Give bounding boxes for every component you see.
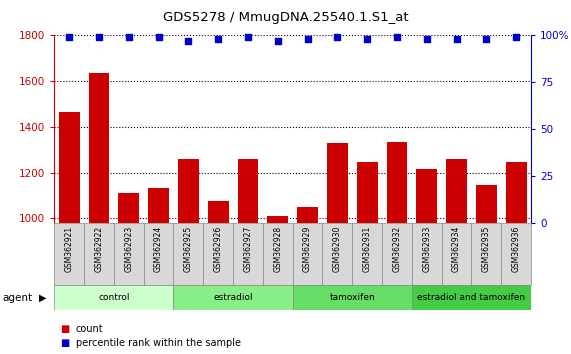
FancyBboxPatch shape	[501, 223, 531, 285]
FancyBboxPatch shape	[412, 223, 441, 285]
FancyBboxPatch shape	[263, 223, 292, 285]
FancyBboxPatch shape	[203, 223, 233, 285]
Point	[124, 34, 133, 40]
Text: count: count	[76, 324, 103, 333]
Text: GSM362931: GSM362931	[363, 226, 372, 272]
Text: GSM362926: GSM362926	[214, 226, 223, 272]
FancyBboxPatch shape	[292, 285, 412, 310]
FancyBboxPatch shape	[441, 223, 472, 285]
FancyBboxPatch shape	[382, 223, 412, 285]
Text: GSM362934: GSM362934	[452, 226, 461, 273]
Text: control: control	[98, 293, 130, 302]
Bar	[297, 207, 318, 223]
Point	[273, 38, 282, 44]
Text: GSM362921: GSM362921	[65, 226, 74, 272]
Text: agent: agent	[3, 293, 33, 303]
Point	[422, 36, 431, 42]
Point	[214, 36, 223, 42]
Text: GSM362929: GSM362929	[303, 226, 312, 272]
Point	[482, 36, 491, 42]
Text: GSM362923: GSM362923	[124, 226, 133, 272]
Bar	[148, 188, 169, 223]
Text: estradiol and tamoxifen: estradiol and tamoxifen	[417, 293, 525, 302]
FancyBboxPatch shape	[114, 223, 144, 285]
FancyBboxPatch shape	[144, 223, 174, 285]
FancyBboxPatch shape	[174, 223, 203, 285]
Bar	[446, 159, 467, 223]
Text: ▶: ▶	[39, 293, 46, 303]
Bar	[238, 159, 258, 223]
Bar	[89, 73, 110, 223]
Text: ■: ■	[60, 338, 69, 348]
Bar	[357, 162, 377, 223]
Text: percentile rank within the sample: percentile rank within the sample	[76, 338, 241, 348]
FancyBboxPatch shape	[292, 223, 323, 285]
Point	[94, 34, 103, 40]
Text: tamoxifen: tamoxifen	[329, 293, 375, 302]
Bar	[267, 216, 288, 223]
FancyBboxPatch shape	[174, 285, 292, 310]
Text: GSM362925: GSM362925	[184, 226, 193, 272]
FancyBboxPatch shape	[352, 223, 382, 285]
Point	[512, 34, 521, 40]
Text: ■: ■	[60, 324, 69, 333]
Point	[392, 34, 401, 40]
Point	[65, 34, 74, 40]
Bar	[208, 201, 228, 223]
Point	[154, 34, 163, 40]
FancyBboxPatch shape	[472, 223, 501, 285]
Text: GDS5278 / MmugDNA.25540.1.S1_at: GDS5278 / MmugDNA.25540.1.S1_at	[163, 11, 408, 24]
Text: GSM362927: GSM362927	[243, 226, 252, 272]
Text: GSM362930: GSM362930	[333, 226, 342, 273]
Bar	[387, 142, 407, 223]
Text: GSM362932: GSM362932	[392, 226, 401, 272]
Bar	[327, 143, 348, 223]
Bar	[118, 193, 139, 223]
Bar	[476, 185, 497, 223]
Text: GSM362935: GSM362935	[482, 226, 491, 273]
Text: GSM362936: GSM362936	[512, 226, 521, 273]
FancyBboxPatch shape	[54, 285, 174, 310]
FancyBboxPatch shape	[412, 285, 531, 310]
Bar	[178, 159, 199, 223]
Point	[452, 36, 461, 42]
Point	[333, 34, 342, 40]
FancyBboxPatch shape	[54, 223, 84, 285]
FancyBboxPatch shape	[233, 223, 263, 285]
Bar	[59, 112, 79, 223]
Text: GSM362933: GSM362933	[422, 226, 431, 273]
Text: GSM362924: GSM362924	[154, 226, 163, 272]
Point	[363, 36, 372, 42]
Text: GSM362928: GSM362928	[274, 226, 282, 272]
Point	[243, 34, 252, 40]
Bar	[506, 162, 526, 223]
FancyBboxPatch shape	[323, 223, 352, 285]
FancyBboxPatch shape	[84, 223, 114, 285]
Bar	[416, 169, 437, 223]
Point	[303, 36, 312, 42]
Text: estradiol: estradiol	[213, 293, 253, 302]
Point	[184, 38, 193, 44]
Text: GSM362922: GSM362922	[94, 226, 103, 272]
